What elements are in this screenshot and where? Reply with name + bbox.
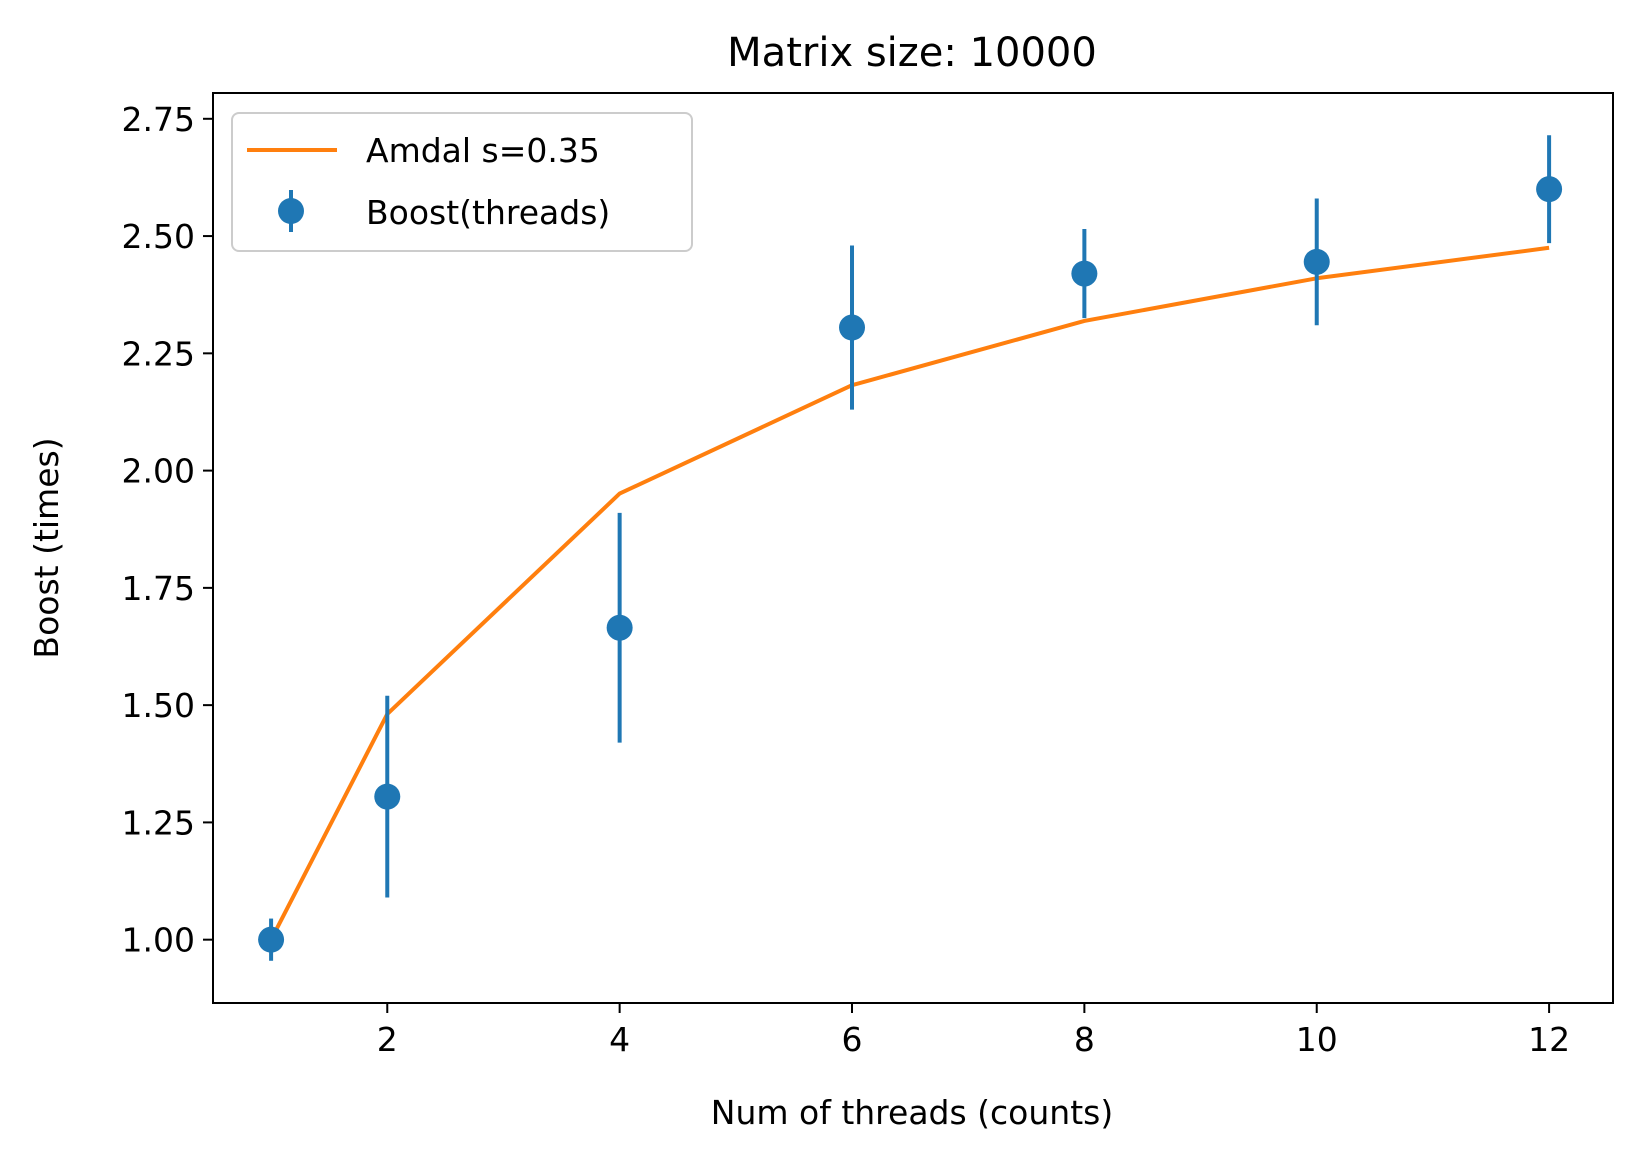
y-tick-label: 2.25 [122,334,195,373]
x-tick-label: 6 [842,1020,863,1059]
boost-point [839,314,866,341]
x-tick-label: 4 [609,1020,630,1059]
boost-point [374,783,401,810]
y-tick-label: 1.75 [122,569,195,608]
legend: Amdal s=0.35 Boost(threads) [231,112,693,252]
plot-area [258,135,1563,961]
y-tick-label: 1.50 [122,686,195,725]
y-axis-label: Boost (times) [27,437,66,658]
boost-point [258,926,285,953]
boost-point [1536,176,1563,203]
boost-point [1303,248,1330,275]
y-tick-label: 2.75 [122,100,195,139]
legend-frame [231,112,693,252]
y-axis-ticks: 1.00 1.25 1.50 1.75 2.00 2.25 2.50 2.75 [122,100,213,960]
y-tick-label: 1.25 [122,803,195,842]
legend-label-amdal: Amdal s=0.35 [366,131,600,170]
x-axis-label: Num of threads (counts) [711,1093,1113,1132]
chart-title: Matrix size: 10000 [727,30,1097,76]
x-tick-label: 2 [377,1020,398,1059]
legend-swatch-boost-marker [278,198,304,224]
boost-point [1071,260,1098,287]
y-tick-label: 2.50 [122,217,195,256]
y-tick-label: 2.00 [122,452,195,491]
legend-label-boost: Boost(threads) [366,193,610,232]
y-tick-label: 1.00 [122,921,195,960]
amdal-line [269,245,1550,941]
x-tick-label: 12 [1528,1020,1570,1059]
axes-frame [212,92,1614,1004]
x-tick-label: 10 [1296,1020,1338,1059]
boost-point [606,614,633,641]
x-axis-ticks: 2 4 6 8 10 12 [377,1003,1570,1059]
x-tick-label: 8 [1074,1020,1095,1059]
